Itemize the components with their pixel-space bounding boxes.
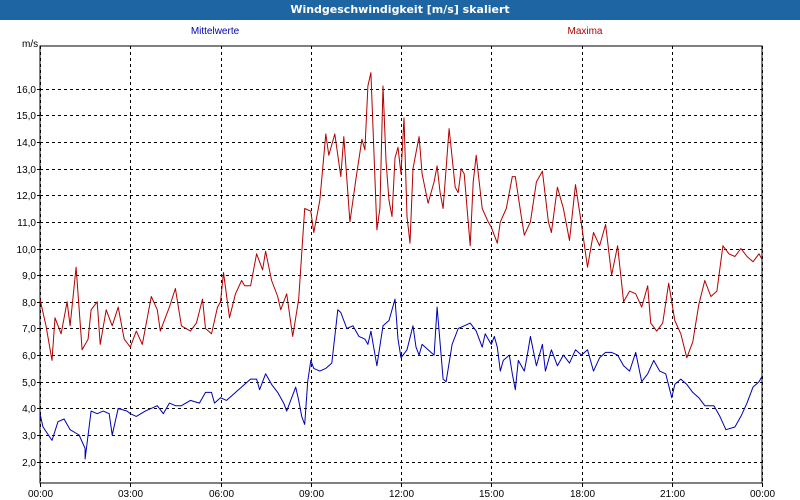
series-lines: [39, 72, 763, 460]
legend-maxima: Maxima: [567, 26, 602, 37]
y-tick-label: 5,0: [22, 378, 36, 389]
y-axis: 2,0 3,0 4,0 5,0 6,0 7,0 8,0 9,0 10,0 11,0 12,0 13,0…: [17, 85, 40, 469]
grid-lines: [40, 46, 763, 483]
x-tick-time-label: 00:00: [28, 489, 53, 500]
chart-title: Windgeschwindigkeit [m/s] skaliert: [0, 0, 800, 20]
y-tick-label: 6,0: [22, 351, 36, 362]
y-tick-label: 14,0: [17, 138, 37, 149]
y-tick-label: 3,0: [22, 431, 36, 442]
chart-area: 2,0 3,0 4,0 5,0 6,0 7,0 8,0 9,0 10,0 11,0 12,0 13,0…: [17, 26, 776, 500]
y-tick-label: 13,0: [17, 165, 37, 176]
x-tick-time-label: 12:00: [389, 489, 414, 500]
y-tick-label: 11,0: [17, 218, 36, 229]
y-tick-label: 4,0: [22, 404, 36, 415]
x-tick-time-label: 18:00: [570, 489, 595, 500]
x-tick-time-label: 15:00: [479, 489, 504, 500]
legend-mittelwerte: Mittelwerte: [191, 26, 240, 37]
y-tick-label: 16,0: [17, 85, 37, 96]
x-tick-time-label: 09:00: [299, 489, 324, 500]
y-tick-label: 9,0: [22, 271, 36, 282]
y-tick-label: 12,0: [17, 191, 37, 202]
y-tick-label: 8,0: [22, 298, 36, 309]
x-tick-time-label: 06:00: [209, 489, 234, 500]
x-axis: 00:0021.04.2003:0021.04.2006:0021.04.200…: [28, 483, 775, 500]
series-line-maxima: [39, 72, 763, 361]
y-tick-label: 10,0: [17, 245, 37, 256]
y-tick-label: 15,0: [17, 111, 37, 122]
series-line-mittelwerte: [39, 298, 763, 460]
x-tick-time-label: 00:00: [750, 489, 775, 500]
x-tick-time-label: 21:00: [660, 489, 685, 500]
x-tick-time-label: 03:00: [118, 489, 143, 500]
y-unit-label: m/s: [22, 39, 38, 50]
y-tick-label: 7,0: [22, 324, 36, 335]
y-tick-label: 2,0: [22, 458, 36, 469]
